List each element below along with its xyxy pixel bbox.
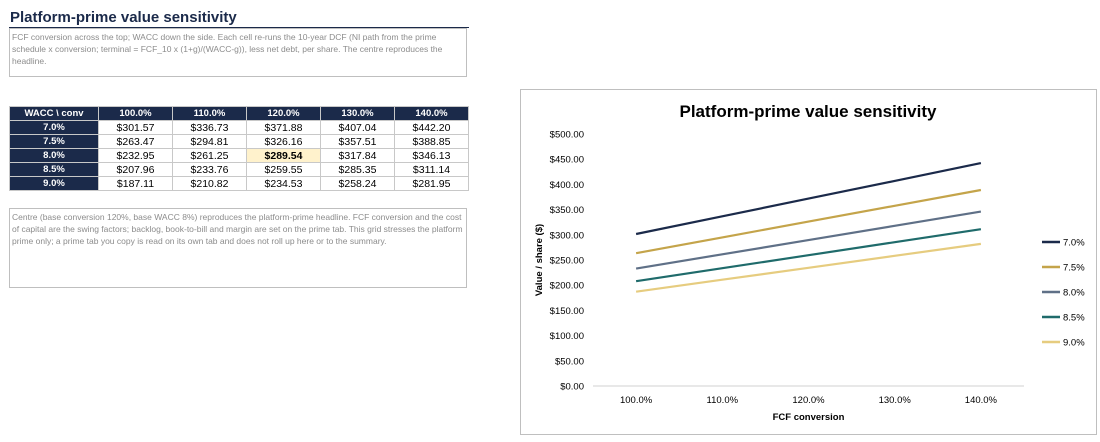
- y-tick-label: $150.00: [550, 306, 584, 317]
- grid-cell[interactable]: $207.96: [98, 162, 173, 177]
- y-tick-label: $100.00: [550, 331, 584, 342]
- grid-cell[interactable]: $407.04: [320, 120, 395, 135]
- legend-label: 7.0%: [1063, 238, 1085, 249]
- y-tick-label: $400.00: [550, 180, 584, 191]
- x-tick-label: 130.0%: [879, 395, 912, 406]
- grid-cell[interactable]: $285.35: [320, 162, 395, 177]
- grid-col-header[interactable]: 140.0%: [394, 106, 469, 121]
- grid-cell-headline[interactable]: $289.54: [246, 148, 321, 163]
- legend-label: 7.5%: [1063, 263, 1085, 274]
- chart-object[interactable]: Platform-prime value sensitivity $0.00 $50…: [520, 89, 1097, 435]
- grid-row: 7.0% $301.57 $336.73 $371.88 $407.04 $44…: [9, 120, 469, 135]
- grid-col-header[interactable]: 100.0%: [98, 106, 173, 121]
- grid-row: 7.5% $263.47 $294.81 $326.16 $357.51 $38…: [9, 134, 469, 149]
- y-tick-label: $500.00: [550, 130, 584, 141]
- grid-cell[interactable]: $263.47: [98, 134, 173, 149]
- grid-cell[interactable]: $336.73: [172, 120, 247, 135]
- grid-row: 8.5% $207.96 $233.76 $259.55 $285.35 $31…: [9, 162, 469, 177]
- x-tick-label: 100.0%: [620, 395, 653, 406]
- grid-cell[interactable]: $371.88: [246, 120, 321, 135]
- grid-cell[interactable]: $233.76: [172, 162, 247, 177]
- grid-corner-cell[interactable]: WACC \ conv: [9, 106, 99, 121]
- chart-title: Platform-prime value sensitivity: [680, 102, 938, 121]
- legend-label: 9.0%: [1063, 338, 1085, 349]
- grid-cell[interactable]: $281.95: [394, 176, 469, 191]
- method-note-text: FCF conversion across the top; WACC down…: [12, 32, 443, 66]
- grid-cell[interactable]: $187.11: [98, 176, 173, 191]
- grid-col-header[interactable]: 120.0%: [246, 106, 321, 121]
- series-line: [635, 162, 982, 236]
- y-tick-label: $200.00: [550, 281, 584, 292]
- y-tick-label: $450.00: [550, 155, 584, 166]
- commentary-note-box[interactable]: Centre (base conversion 120%, base WACC …: [9, 208, 467, 288]
- legend-label: 8.5%: [1063, 313, 1085, 324]
- page-title: Platform-prime value sensitivity: [10, 9, 237, 26]
- series-line: [635, 228, 982, 283]
- method-note-box[interactable]: FCF conversion across the top; WACC down…: [9, 28, 467, 77]
- grid-row-header[interactable]: 9.0%: [9, 176, 99, 191]
- x-tick-label: 120.0%: [792, 395, 825, 406]
- grid-cell[interactable]: $234.53: [246, 176, 321, 191]
- x-tick-label: 140.0%: [965, 395, 998, 406]
- grid-row: 8.0% $232.95 $261.25 $289.54 $317.84 $34…: [9, 148, 469, 163]
- grid-col-header[interactable]: 110.0%: [172, 106, 247, 121]
- grid-row-header[interactable]: 7.0%: [9, 120, 99, 135]
- grid-cell[interactable]: $357.51: [320, 134, 395, 149]
- x-tick-label: 110.0%: [707, 395, 739, 406]
- grid-cell[interactable]: $210.82: [172, 176, 247, 191]
- grid-cell[interactable]: $232.95: [98, 148, 173, 163]
- grid-row: 9.0% $187.11 $210.82 $234.53 $258.24 $28…: [9, 176, 469, 191]
- grid-row-header[interactable]: 7.5%: [9, 134, 99, 149]
- grid-cell[interactable]: $326.16: [246, 134, 321, 149]
- title-underline: [9, 27, 469, 28]
- commentary-note-text: Centre (base conversion 120%, base WACC …: [12, 212, 463, 246]
- grid-cell[interactable]: $294.81: [172, 134, 247, 149]
- y-tick-label: $250.00: [550, 256, 584, 267]
- grid-row-header[interactable]: 8.5%: [9, 162, 99, 177]
- grid-row-header[interactable]: 8.0%: [9, 148, 99, 163]
- grid-cell[interactable]: $442.20: [394, 120, 469, 135]
- line-chart: Platform-prime value sensitivity $0.00 $50…: [534, 102, 1085, 423]
- grid-cell[interactable]: $388.85: [394, 134, 469, 149]
- grid-col-header[interactable]: 130.0%: [320, 106, 395, 121]
- series-line: [635, 210, 982, 270]
- y-tick-label: $0.00: [560, 382, 584, 393]
- sensitivity-grid: WACC \ conv 100.0% 110.0% 120.0% 130.0% …: [9, 106, 469, 191]
- y-tick-label: $350.00: [550, 205, 584, 216]
- y-tick-label: $50.00: [555, 356, 584, 367]
- grid-header-row: WACC \ conv 100.0% 110.0% 120.0% 130.0% …: [9, 106, 469, 121]
- y-tick-label: $300.00: [550, 230, 584, 241]
- grid-cell[interactable]: $259.55: [246, 162, 321, 177]
- x-axis-title: FCF conversion: [773, 412, 845, 423]
- grid-cell[interactable]: $311.14: [394, 162, 469, 177]
- grid-cell[interactable]: $346.13: [394, 148, 469, 163]
- series-line: [635, 188, 982, 255]
- grid-cell[interactable]: $261.25: [172, 148, 247, 163]
- grid-cell[interactable]: $258.24: [320, 176, 395, 191]
- grid-cell[interactable]: $317.84: [320, 148, 395, 163]
- series-line: [635, 242, 982, 293]
- legend-label: 8.0%: [1063, 288, 1085, 299]
- y-axis-title: Value / share ($): [534, 224, 545, 296]
- grid-cell[interactable]: $301.57: [98, 120, 173, 135]
